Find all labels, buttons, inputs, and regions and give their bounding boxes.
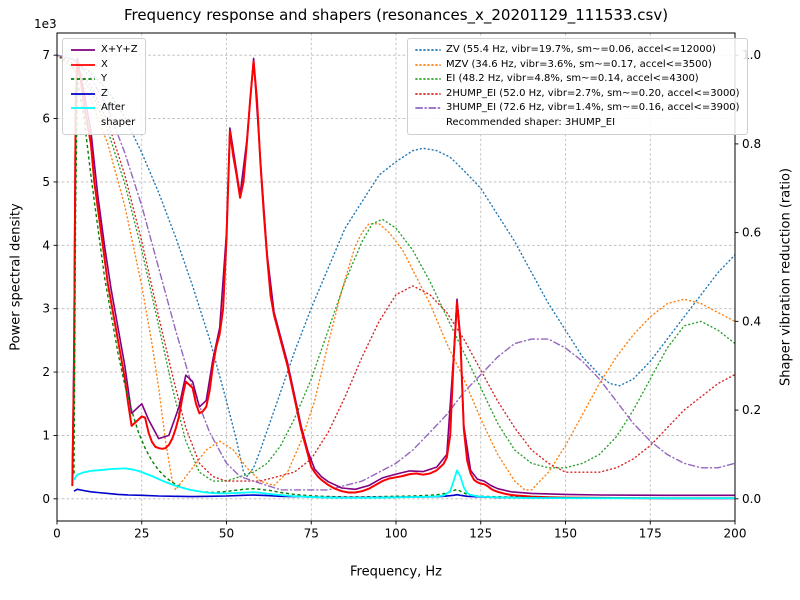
y-left-tick-label: 7	[42, 48, 50, 62]
chart-title: Frequency response and shapers (resonanc…	[123, 6, 669, 24]
series-X	[71, 60, 735, 500]
legend-item: X	[70, 58, 138, 73]
legend-item: Y	[70, 72, 138, 87]
series-ZV	[57, 54, 735, 478]
series-3HUMP-EI	[57, 54, 735, 491]
psd-legend-items: X+Y+Z X Y Z After shaper	[70, 43, 138, 130]
x-tick-label: 100	[385, 527, 408, 541]
legend-line-sample	[415, 107, 441, 109]
y-right-tick-label: 0.2	[742, 403, 761, 417]
legend-item-label: 2HUMP_EI (52.0 Hz, vibr=2.7%, sm~=0.20, …	[446, 87, 740, 99]
legend-line-sample	[415, 49, 441, 51]
legend-item: 3HUMP_EI (72.6 Hz, vibr=1.4%, sm~=0.16, …	[415, 101, 740, 116]
legend-item-label: Z	[101, 87, 108, 99]
legend-item-label: EI (48.2 Hz, vibr=4.8%, sm~=0.14, accel<…	[446, 73, 699, 84]
legend-line-sample	[71, 107, 95, 109]
y-axis-label-right: Shaper vibration reduction (ratio)	[778, 168, 794, 386]
x-tick-label: 125	[469, 527, 492, 541]
y-axis-label-left: Power spectral density	[8, 203, 24, 351]
legend-line-sample	[71, 63, 95, 66]
x-tick-label: 75	[304, 527, 319, 541]
y-left-tick-label: 4	[42, 238, 50, 252]
legend-line-sample	[71, 92, 95, 95]
legend-item-label: MZV (34.6 Hz, vibr=3.6%, sm~=0.17, accel…	[446, 58, 712, 70]
legend-item: Z	[70, 87, 138, 102]
legend-item: EI (48.2 Hz, vibr=4.8%, sm~=0.14, accel<…	[415, 72, 740, 87]
legend-item-label: ZV (55.4 Hz, vibr=19.7%, sm~=0.06, accel…	[446, 44, 716, 55]
y-right-tick-label: 0.6	[742, 226, 761, 240]
y-left-tick-label: 3	[42, 302, 50, 316]
shaper-legend-items: ZV (55.4 Hz, vibr=19.7%, sm~=0.06, accel…	[415, 43, 740, 116]
x-tick-label: 175	[639, 527, 662, 541]
legend-line-sample	[71, 49, 95, 51]
series-2HUMP-EI	[57, 54, 735, 482]
y-left-tick-label: 5	[42, 175, 50, 189]
legend-item: After shaper	[70, 101, 138, 130]
x-tick-label: 150	[554, 527, 577, 541]
legend-line-sample	[71, 78, 95, 80]
axes-ticks: 0 25 50 75 100 125 150 175 200 0 1 2 3 4 5 6 7 0.0 0.2 0.4 0…	[42, 48, 761, 540]
x-tick-label: 50	[219, 527, 234, 541]
series-MZV	[57, 54, 735, 491]
y-left-tick-label: 1	[42, 428, 50, 442]
y-right-tick-label: 0.0	[742, 492, 761, 506]
legend-item: X+Y+Z	[70, 43, 138, 58]
legend-item-label: X	[101, 58, 108, 70]
psd-legend: X+Y+Z X Y Z After shaper	[62, 38, 146, 135]
legend-item: MZV (34.6 Hz, vibr=3.6%, sm~=0.17, accel…	[415, 58, 740, 73]
y-right-tick-label: 0.8	[742, 137, 761, 151]
y-right-tick-label: 0.4	[742, 314, 761, 328]
y-axis-offset-text: 1e3	[34, 17, 57, 31]
x-tick-label: 25	[134, 527, 149, 541]
legend-item-label: After shaper	[101, 102, 136, 128]
x-tick-label: 0	[53, 527, 61, 541]
legend-line-sample	[415, 78, 441, 80]
legend-line-sample	[415, 63, 441, 66]
legend-item-label: X+Y+Z	[101, 44, 138, 55]
y-left-tick-label: 0	[42, 492, 50, 506]
legend-item: ZV (55.4 Hz, vibr=19.7%, sm~=0.06, accel…	[415, 43, 740, 58]
recommended-shaper-note: Recommended shaper: 3HUMP_EI	[446, 116, 616, 128]
x-tick-label: 200	[724, 527, 747, 541]
x-axis-label: Frequency, Hz	[349, 564, 443, 580]
legend-item: 2HUMP_EI (52.0 Hz, vibr=2.7%, sm~=0.20, …	[415, 87, 740, 102]
y-left-tick-label: 6	[42, 112, 50, 126]
series-Y	[73, 79, 735, 499]
series-EI	[57, 54, 735, 482]
y-left-tick-label: 2	[42, 365, 50, 379]
legend-line-sample	[415, 92, 441, 95]
shaper-legend: ZV (55.4 Hz, vibr=19.7%, sm~=0.06, accel…	[407, 38, 748, 135]
legend-item-label: Y	[101, 73, 108, 84]
legend-item-label: 3HUMP_EI (72.6 Hz, vibr=1.4%, sm~=0.16, …	[446, 102, 740, 113]
series-After-shaper	[73, 467, 735, 500]
